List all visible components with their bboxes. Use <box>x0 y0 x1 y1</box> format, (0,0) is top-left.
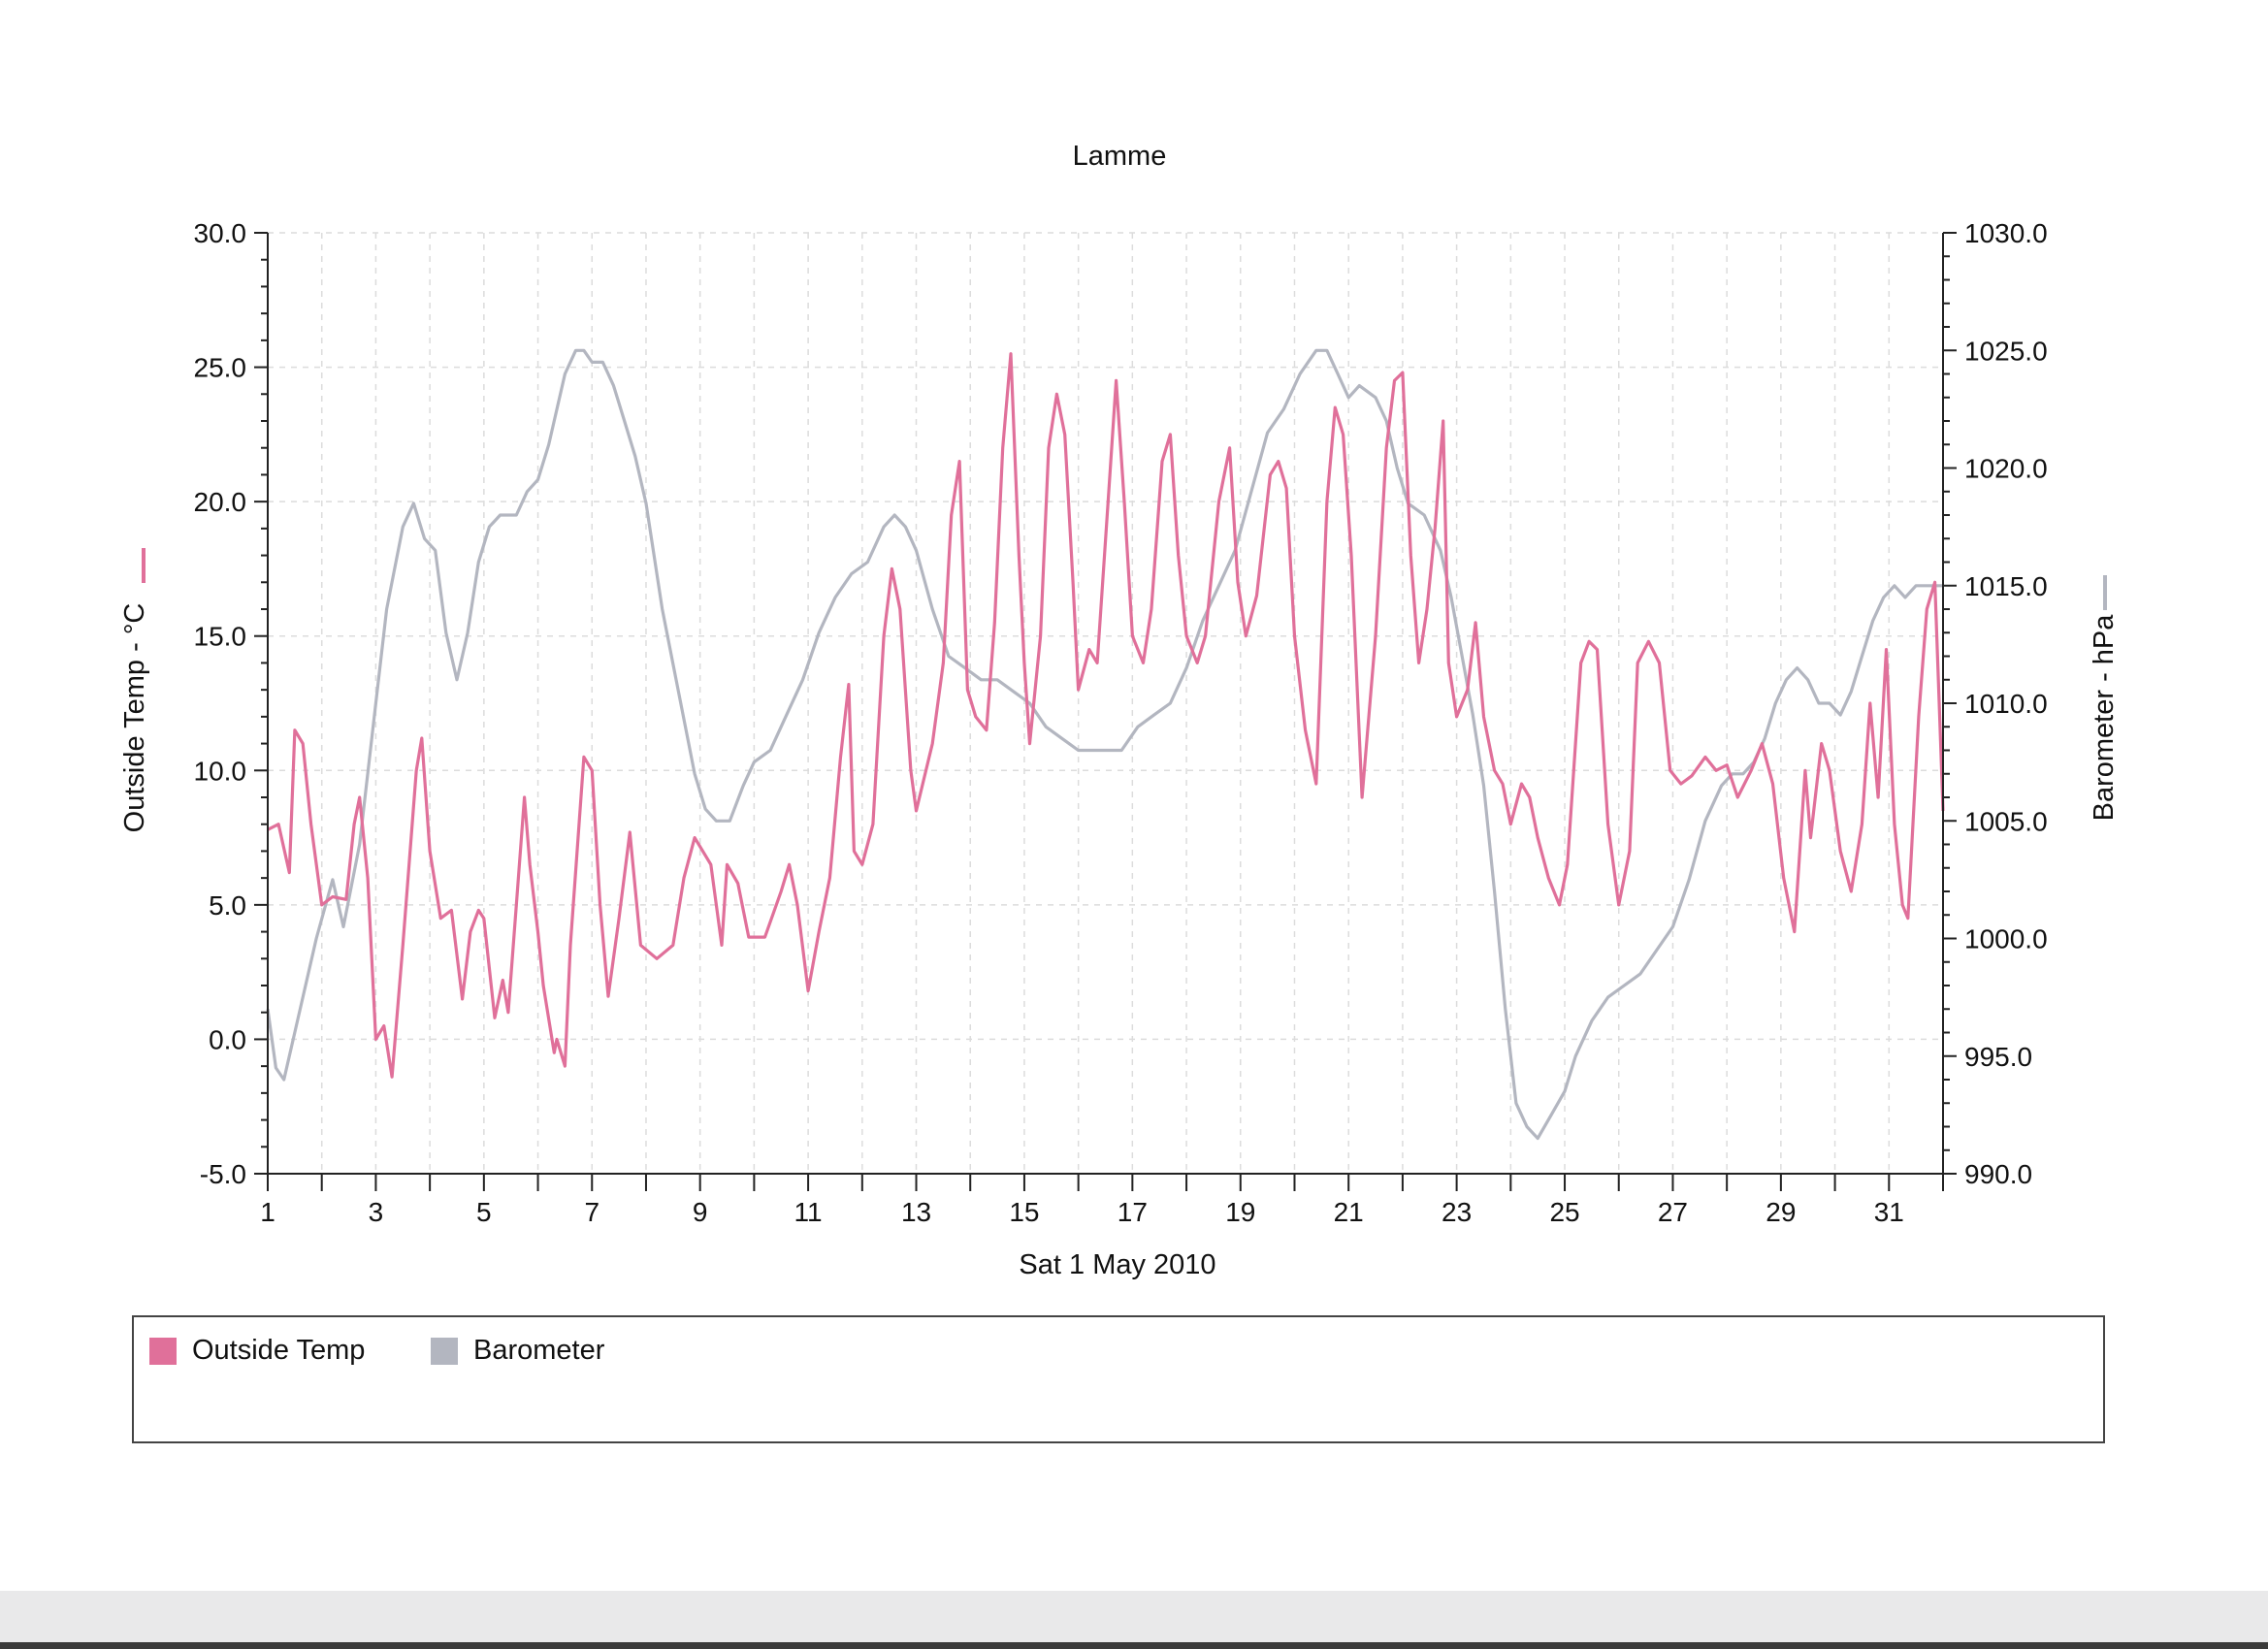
y-right-tick-label: 1015.0 <box>1964 571 2048 601</box>
legend-item-outside-temp: Outside Temp <box>149 1335 365 1367</box>
y-axis-left-title: Outside Temp - °C <box>119 603 150 833</box>
y-left-tick-label: 25.0 <box>194 353 247 383</box>
page-background-band <box>0 1591 2268 1649</box>
x-tick-label: 19 <box>1225 1197 1255 1227</box>
legend: Outside Temp Barometer <box>132 1315 2105 1443</box>
legend-label-barometer: Barometer <box>473 1335 605 1366</box>
y-right-tick-label: 1010.0 <box>1964 689 2048 719</box>
x-tick-label: 1 <box>260 1197 275 1227</box>
y-left-tick-label: 15.0 <box>194 622 247 652</box>
y-left-tick-label: 10.0 <box>194 756 247 786</box>
x-tick-label: 17 <box>1118 1197 1148 1227</box>
series-line-barometer <box>266 348 1943 1141</box>
x-tick-label: 11 <box>794 1197 823 1227</box>
y-left-tick-label: 20.0 <box>194 487 247 517</box>
x-tick-label: 13 <box>901 1197 931 1227</box>
legend-item-barometer: Barometer <box>431 1335 604 1367</box>
legend-swatch-outside-temp <box>149 1337 177 1365</box>
y-left-tick-label: 30.0 <box>194 218 247 248</box>
y-right-tick-label: 1025.0 <box>1964 336 2048 366</box>
y-axis-right-title: Barometer - hPa <box>2089 614 2120 822</box>
x-tick-label: 25 <box>1549 1197 1579 1227</box>
y-left-tick-label: 5.0 <box>209 890 246 921</box>
y-right-tick-label: 1005.0 <box>1964 806 2048 836</box>
plot-area <box>266 348 1945 1141</box>
axes: 30.0 25.0 20.0 15.0 10.0 5.0 0.0 -5.0 1030.0 1025… <box>142 218 2107 1227</box>
y-right-tick-label: 990.0 <box>1964 1159 2032 1189</box>
legend-label-outside-temp: Outside Temp <box>192 1335 366 1366</box>
legend-swatch-barometer <box>431 1337 458 1365</box>
x-tick-label: 5 <box>476 1197 492 1227</box>
x-tick-label: 3 <box>369 1197 384 1227</box>
y-right-tick-label: 1020.0 <box>1964 454 2048 484</box>
grid <box>267 232 1944 1175</box>
y-right-tick-label: 995.0 <box>1964 1042 2032 1072</box>
x-tick-label: 31 <box>1874 1197 1904 1227</box>
x-tick-label: 21 <box>1334 1197 1364 1227</box>
x-tick-label: 23 <box>1442 1197 1472 1227</box>
series-line-outside-temp <box>267 352 1945 1079</box>
x-tick-label: 9 <box>693 1197 708 1227</box>
y-left-tick-label: 0.0 <box>209 1024 246 1054</box>
y-right-tick-label: 1030.0 <box>1964 218 2048 248</box>
y-left-tick-label: -5.0 <box>200 1159 246 1189</box>
x-tick-label: 7 <box>584 1197 599 1227</box>
x-tick-label: 27 <box>1658 1197 1688 1227</box>
chart-title: Lamme <box>1073 141 1167 172</box>
page-bottom-edge <box>0 1642 2268 1649</box>
y-right-tick-label: 1000.0 <box>1964 924 2048 954</box>
x-tick-label: 29 <box>1766 1197 1796 1227</box>
x-tick-label: 15 <box>1009 1197 1039 1227</box>
x-axis-title: Sat 1 May 2010 <box>1019 1249 1215 1280</box>
